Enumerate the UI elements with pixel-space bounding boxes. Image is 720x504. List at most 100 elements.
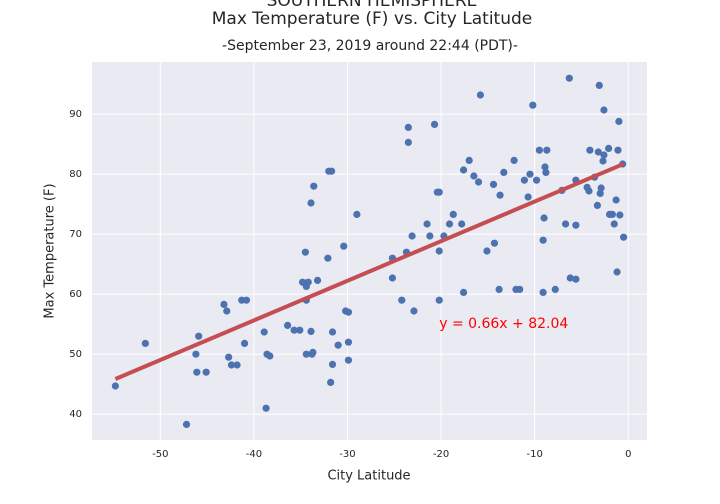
point [404, 138, 412, 146]
point [388, 274, 397, 282]
point [524, 193, 532, 201]
point [344, 356, 353, 364]
point [240, 339, 249, 347]
point [227, 361, 236, 369]
point [340, 242, 348, 250]
point [260, 328, 268, 336]
point [192, 350, 200, 358]
point [470, 172, 478, 180]
point [510, 156, 518, 164]
point [435, 296, 443, 304]
point [334, 341, 342, 349]
point [529, 101, 537, 109]
point [572, 221, 580, 229]
point [542, 168, 550, 176]
point [543, 146, 551, 154]
point [539, 288, 547, 296]
point [597, 184, 605, 192]
point [223, 307, 231, 315]
point [551, 285, 559, 293]
y-tick-label: 90 [69, 109, 82, 120]
point [616, 211, 624, 219]
point [596, 189, 604, 197]
point [328, 360, 337, 368]
point [585, 187, 593, 195]
point [307, 199, 315, 207]
point [302, 350, 310, 358]
point [435, 247, 443, 255]
point [610, 220, 618, 228]
point [594, 148, 602, 156]
y-axis-label: Max Temperature (F) [43, 183, 58, 318]
point [430, 120, 439, 128]
point [489, 180, 498, 188]
x-tick-label: -40 [246, 449, 262, 460]
point [313, 276, 322, 284]
point [423, 220, 431, 228]
point [565, 74, 573, 82]
point [327, 167, 336, 175]
y-tick-label: 80 [69, 169, 82, 180]
x-tick-label: -50 [152, 449, 168, 460]
point [328, 328, 337, 336]
y-tick-label: 60 [69, 289, 82, 300]
point [435, 188, 443, 196]
point [540, 214, 548, 222]
point [111, 382, 119, 390]
chart-title: Max Temperature (F) vs. City Latitude [212, 9, 533, 29]
point [593, 201, 601, 209]
point [327, 378, 335, 386]
point [613, 268, 621, 276]
point [233, 361, 241, 369]
point [459, 166, 468, 174]
x-tick-label: -30 [339, 449, 355, 460]
point [615, 117, 623, 125]
point [526, 170, 534, 178]
point [410, 307, 418, 315]
point [324, 254, 332, 262]
point [465, 156, 473, 164]
point [608, 210, 616, 218]
point [193, 368, 201, 376]
point [309, 348, 317, 356]
point [459, 288, 468, 296]
point [539, 236, 547, 244]
point [476, 91, 485, 99]
point [353, 210, 361, 218]
point [182, 420, 191, 428]
point [284, 321, 292, 329]
point [290, 326, 298, 334]
point [266, 352, 274, 360]
point [595, 81, 603, 89]
point [426, 232, 434, 240]
point [301, 248, 309, 256]
x-axis-label: City Latitude [327, 469, 410, 484]
point [408, 232, 416, 240]
plot-area [92, 62, 647, 440]
x-tick-label: -20 [433, 449, 449, 460]
point [516, 285, 524, 293]
point [541, 163, 549, 171]
point [572, 275, 580, 283]
point [600, 106, 608, 114]
point [404, 123, 412, 131]
point [612, 196, 620, 204]
point [586, 146, 594, 154]
point [445, 220, 454, 228]
point [202, 368, 210, 376]
point [495, 285, 503, 293]
point [605, 144, 613, 152]
chart-subtitle: -September 23, 2019 around 22:44 (PDT)- [222, 38, 518, 54]
point [500, 168, 508, 176]
point [520, 176, 528, 184]
point [296, 326, 304, 334]
point [566, 274, 574, 282]
point [458, 220, 466, 228]
y-tick-label: 70 [69, 229, 82, 240]
point [535, 146, 543, 154]
point [561, 220, 570, 228]
point [398, 296, 406, 304]
point [496, 191, 504, 199]
point [141, 339, 149, 347]
